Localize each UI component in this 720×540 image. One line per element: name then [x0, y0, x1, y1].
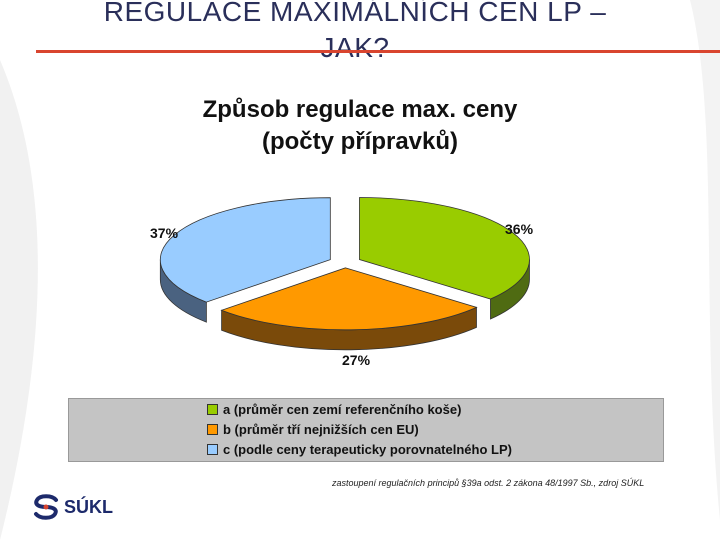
chart-title: Způsob regulace max. ceny (počty příprav… — [150, 94, 570, 158]
sukl-logo-text: SÚKL — [64, 496, 113, 517]
legend-swatch-b — [207, 423, 218, 435]
sukl-logo-icon — [34, 494, 58, 520]
slide-title-line1: REGULACE MAXIMÁLNÍCH CEN LP – — [103, 0, 607, 27]
slide-title-line2: JAK? — [320, 32, 390, 63]
chart-title-line2: (počty přípravků) — [261, 128, 459, 155]
chart-legend: a (průměr cen zemí referenčního koše) b … — [68, 398, 664, 462]
pie-slice-b — [220, 267, 478, 331]
pie-slice-a — [359, 197, 530, 300]
slide-title: REGULACE MAXIMÁLNÍCH CEN LP – JAK? — [0, 0, 710, 66]
title-underline — [36, 50, 720, 53]
slice-b-percent: 27% — [342, 352, 371, 368]
source-note: zastoupení regulačních principů §39a ods… — [332, 478, 645, 488]
legend-swatch-a — [207, 403, 218, 415]
legend-label-b: b (průměr tří nejnižších cen EU) — [223, 421, 419, 437]
legend-item-a: a (průměr cen zemí referenčního koše) — [207, 400, 461, 418]
legend-swatch-c — [207, 443, 218, 455]
legend-item-b: b (průměr tří nejnižších cen EU) — [207, 420, 419, 438]
pie-slice-c — [159, 197, 331, 303]
slice-a-percent: 36% — [505, 221, 534, 237]
sukl-logo: SÚKL — [32, 494, 113, 520]
legend-label-c: c (podle ceny terapeuticky porovnatelnéh… — [223, 441, 512, 457]
chart-title-line1: Způsob regulace max. ceny — [202, 96, 518, 123]
legend-item-c: c (podle ceny terapeuticky porovnatelnéh… — [207, 440, 512, 458]
slice-c-percent: 37% — [150, 225, 179, 241]
legend-label-a: a (průměr cen zemí referenčního koše) — [223, 401, 462, 417]
